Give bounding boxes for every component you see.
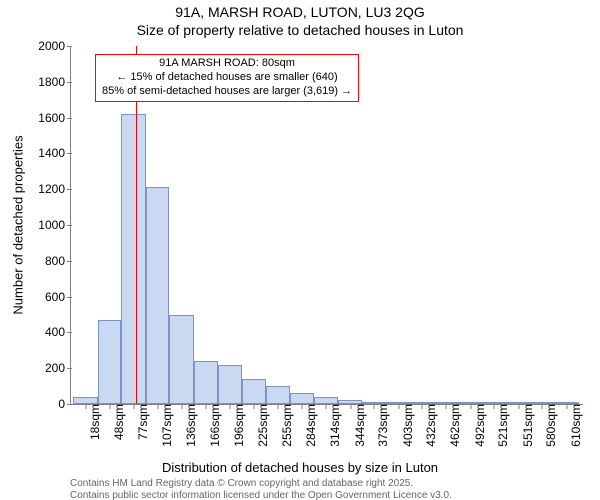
legend-line2: ← 15% of detached houses are smaller (64… bbox=[102, 71, 352, 85]
histogram-bar bbox=[507, 402, 531, 404]
footnote-line2: Contains public sector information licen… bbox=[70, 490, 452, 500]
x-tick: 284sqm bbox=[302, 404, 318, 447]
y-tick: 1600 bbox=[38, 111, 71, 125]
histogram-bar bbox=[530, 402, 554, 404]
x-tick: 373sqm bbox=[374, 404, 390, 447]
y-axis-label: Number of detached properties bbox=[11, 135, 26, 314]
chart-title-line1: 91A, MARSH ROAD, LUTON, LU3 2QG bbox=[0, 4, 600, 20]
x-tick: 432sqm bbox=[422, 404, 438, 447]
legend-box: 91A MARSH ROAD: 80sqm ← 15% of detached … bbox=[95, 54, 359, 102]
y-tick: 800 bbox=[45, 254, 71, 268]
histogram-bar bbox=[98, 320, 122, 404]
legend-line3: 85% of semi-detached houses are larger (… bbox=[102, 85, 352, 99]
histogram-bar bbox=[555, 402, 579, 404]
histogram-bar bbox=[290, 393, 314, 404]
x-tick: 492sqm bbox=[471, 404, 487, 447]
x-tick: 107sqm bbox=[158, 404, 174, 447]
y-tick: 1000 bbox=[38, 218, 71, 232]
footnote-line1: Contains HM Land Registry data © Crown c… bbox=[70, 478, 413, 489]
histogram-bar bbox=[121, 114, 145, 404]
histogram-bar bbox=[194, 361, 218, 404]
histogram-bar bbox=[410, 402, 434, 404]
y-tick: 0 bbox=[58, 397, 71, 411]
histogram-bar bbox=[434, 402, 458, 404]
plot-area: 020040060080010001200140016001800200018s… bbox=[70, 46, 583, 405]
histogram-bar bbox=[242, 379, 266, 404]
y-tick: 200 bbox=[45, 361, 71, 375]
histogram-bar bbox=[314, 397, 338, 404]
y-tick: 2000 bbox=[38, 39, 71, 53]
histogram-bar bbox=[218, 365, 242, 404]
histogram-bar bbox=[459, 402, 483, 404]
histogram-bar bbox=[266, 386, 290, 404]
histogram-bar bbox=[362, 402, 386, 404]
x-tick: 77sqm bbox=[134, 404, 150, 440]
x-tick: 48sqm bbox=[110, 404, 126, 440]
x-tick: 225sqm bbox=[254, 404, 270, 447]
x-tick: 344sqm bbox=[351, 404, 367, 447]
histogram-bar bbox=[73, 397, 97, 404]
x-tick: 196sqm bbox=[230, 404, 246, 447]
x-tick: 403sqm bbox=[399, 404, 415, 447]
x-tick: 255sqm bbox=[278, 404, 294, 447]
chart-container: 91A, MARSH ROAD, LUTON, LU3 2QG Size of … bbox=[0, 0, 600, 500]
y-tick: 1200 bbox=[38, 182, 71, 196]
x-tick: 521sqm bbox=[494, 404, 510, 447]
x-tick: 580sqm bbox=[542, 404, 558, 447]
x-tick: 462sqm bbox=[446, 404, 462, 447]
y-tick: 1800 bbox=[38, 75, 71, 89]
x-tick: 314sqm bbox=[326, 404, 342, 447]
y-tick: 600 bbox=[45, 290, 71, 304]
x-axis-label: Distribution of detached houses by size … bbox=[0, 460, 600, 475]
histogram-bar bbox=[386, 402, 410, 404]
x-tick: 166sqm bbox=[206, 404, 222, 447]
histogram-bar bbox=[338, 400, 362, 404]
x-tick: 136sqm bbox=[182, 404, 198, 447]
x-tick: 551sqm bbox=[519, 404, 535, 447]
y-tick: 1400 bbox=[38, 146, 71, 160]
x-tick: 610sqm bbox=[567, 404, 583, 447]
histogram-bar bbox=[482, 402, 506, 404]
histogram-bar bbox=[169, 315, 193, 405]
chart-title-line2: Size of property relative to detached ho… bbox=[0, 22, 600, 38]
y-tick: 400 bbox=[45, 325, 71, 339]
x-tick: 18sqm bbox=[86, 404, 102, 440]
histogram-bar bbox=[146, 187, 170, 404]
legend-line1: 91A MARSH ROAD: 80sqm bbox=[102, 57, 352, 71]
